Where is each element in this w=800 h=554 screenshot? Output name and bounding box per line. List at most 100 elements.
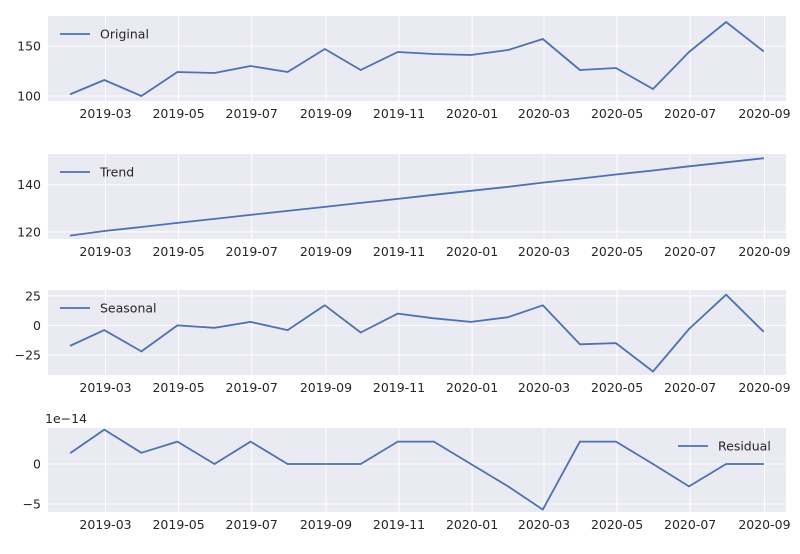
data-point-original [323,48,326,50]
data-point-original [541,38,544,40]
panel-2-x-tick-label: 2019-05 [152,244,204,259]
data-point-trend [762,157,765,160]
panel-3-y-tick-label: 25 [25,288,41,303]
panel-3-y-tick-label: 0 [33,318,41,333]
data-point-seasonal [140,350,143,353]
panel-4-x-tick-label: 2019-11 [373,517,425,532]
data-point-original [103,79,106,81]
panel-2-x-tick-label: 2019-07 [226,244,278,259]
panel-3-x-tick-label: 2019-11 [373,380,425,395]
data-point-trend [652,169,654,172]
series-line-seasonal [69,293,765,373]
data-point-trend [470,190,472,192]
data-point-seasonal [69,344,72,347]
data-point-seasonal [470,321,472,323]
panel-2-x-tick-label: 2019-11 [373,244,425,259]
panel-4-x-tick-label: 2019-09 [300,517,352,532]
panel-1-y-tick-label: 150 [17,39,41,54]
data-point-residual [688,485,690,488]
panel-4-x-tick-label: 2020-01 [446,517,498,532]
panel-4-x-tick-label: 2020-05 [591,517,643,532]
panel-1-x-tick-label: 2020-05 [591,106,643,121]
data-point-trend [359,202,362,204]
panel-1-x-tick-label: 2020-07 [664,106,716,121]
panel-4-y-tick-label: 0 [33,457,41,472]
data-point-original [507,49,509,51]
data-point-seasonal [652,370,654,373]
panel-3-x-tick-label: 2020-09 [738,380,790,395]
data-point-original [140,95,143,97]
data-point-trend [397,198,399,200]
panel-3-x-tick-label: 2020-03 [518,380,570,395]
data-point-seasonal [762,330,765,333]
data-point-original [397,51,399,53]
data-point-seasonal [249,321,252,323]
data-point-seasonal [432,317,435,320]
data-point-seasonal [397,312,399,315]
data-point-seasonal [359,331,362,334]
panel-1-y-tick-label: 100 [17,89,41,104]
panel-4-x-tick-label: 2019-05 [152,517,204,532]
panel-2-x-tick-label: 2019-09 [300,244,352,259]
panel-1-x-tick-label: 2019-09 [300,106,352,121]
panel-3-x-tick-label: 2019-09 [300,380,352,395]
data-point-seasonal [507,316,509,318]
data-point-trend [69,234,72,237]
panel-3-x-tick-label: 2020-07 [664,380,716,395]
data-point-trend [541,181,544,184]
panel-1-x-tick-label: 2019-05 [152,106,204,121]
data-point-residual [140,452,143,454]
panel-2-x-tick-label: 2019-03 [79,244,131,259]
data-point-trend [323,206,326,208]
data-point-residual [213,463,216,465]
data-point-seasonal [725,293,727,296]
panel-4-y-tick-label: −5 [23,497,41,512]
panel-2-y-tick-label: 140 [17,177,41,192]
panel-4-x-tick-label: 2020-07 [664,517,716,532]
data-point-seasonal [323,304,326,307]
data-point-trend [615,173,617,176]
data-point-seasonal [615,342,617,344]
data-point-original [176,71,179,73]
data-point-trend [286,210,289,212]
data-point-residual [507,485,509,488]
data-point-original [725,21,727,23]
panel-3-y-tick-label: −25 [15,347,41,362]
data-point-residual [249,440,252,443]
data-point-residual [176,440,179,443]
panel-1-x-tick-label: 2019-03 [79,106,131,121]
data-point-residual [69,452,72,454]
data-point-residual [652,463,654,465]
data-point-seasonal [541,304,544,307]
panel-1-x-tick-label: 2020-09 [738,106,790,121]
data-point-seasonal [213,326,216,329]
panel-3-x-tick-label: 2019-03 [79,380,131,395]
data-point-residual [103,428,106,431]
panel-1-x-tick-label: 2020-03 [518,106,570,121]
data-point-residual [323,463,326,465]
data-point-trend [579,177,581,180]
data-point-seasonal [579,343,581,346]
data-point-seasonal [176,324,179,327]
panel-4-background [48,428,786,512]
panel-2-x-tick-label: 2020-09 [738,244,790,259]
data-point-original [359,69,362,71]
panel-4-offset-text: 1e−14 [45,411,87,426]
legend-label-residual: Residual [718,439,771,454]
data-point-residual [359,463,362,465]
panel-2-x-tick-label: 2020-03 [518,244,570,259]
data-point-trend [688,165,690,168]
panel-1-x-tick-label: 2020-01 [446,106,498,121]
data-point-original [470,54,472,56]
data-point-residual [470,463,472,465]
legend-label-seasonal: Seasonal [100,301,157,316]
panel-3-x-tick-label: 2020-01 [446,380,498,395]
data-point-original [69,93,72,95]
data-point-original [249,65,252,67]
data-point-residual [579,440,581,443]
data-point-original [579,69,581,71]
panel-3-x-tick-label: 2020-05 [591,380,643,395]
panel-3-x-tick-label: 2019-07 [226,380,278,395]
panel-4-x-tick-label: 2020-09 [738,517,790,532]
